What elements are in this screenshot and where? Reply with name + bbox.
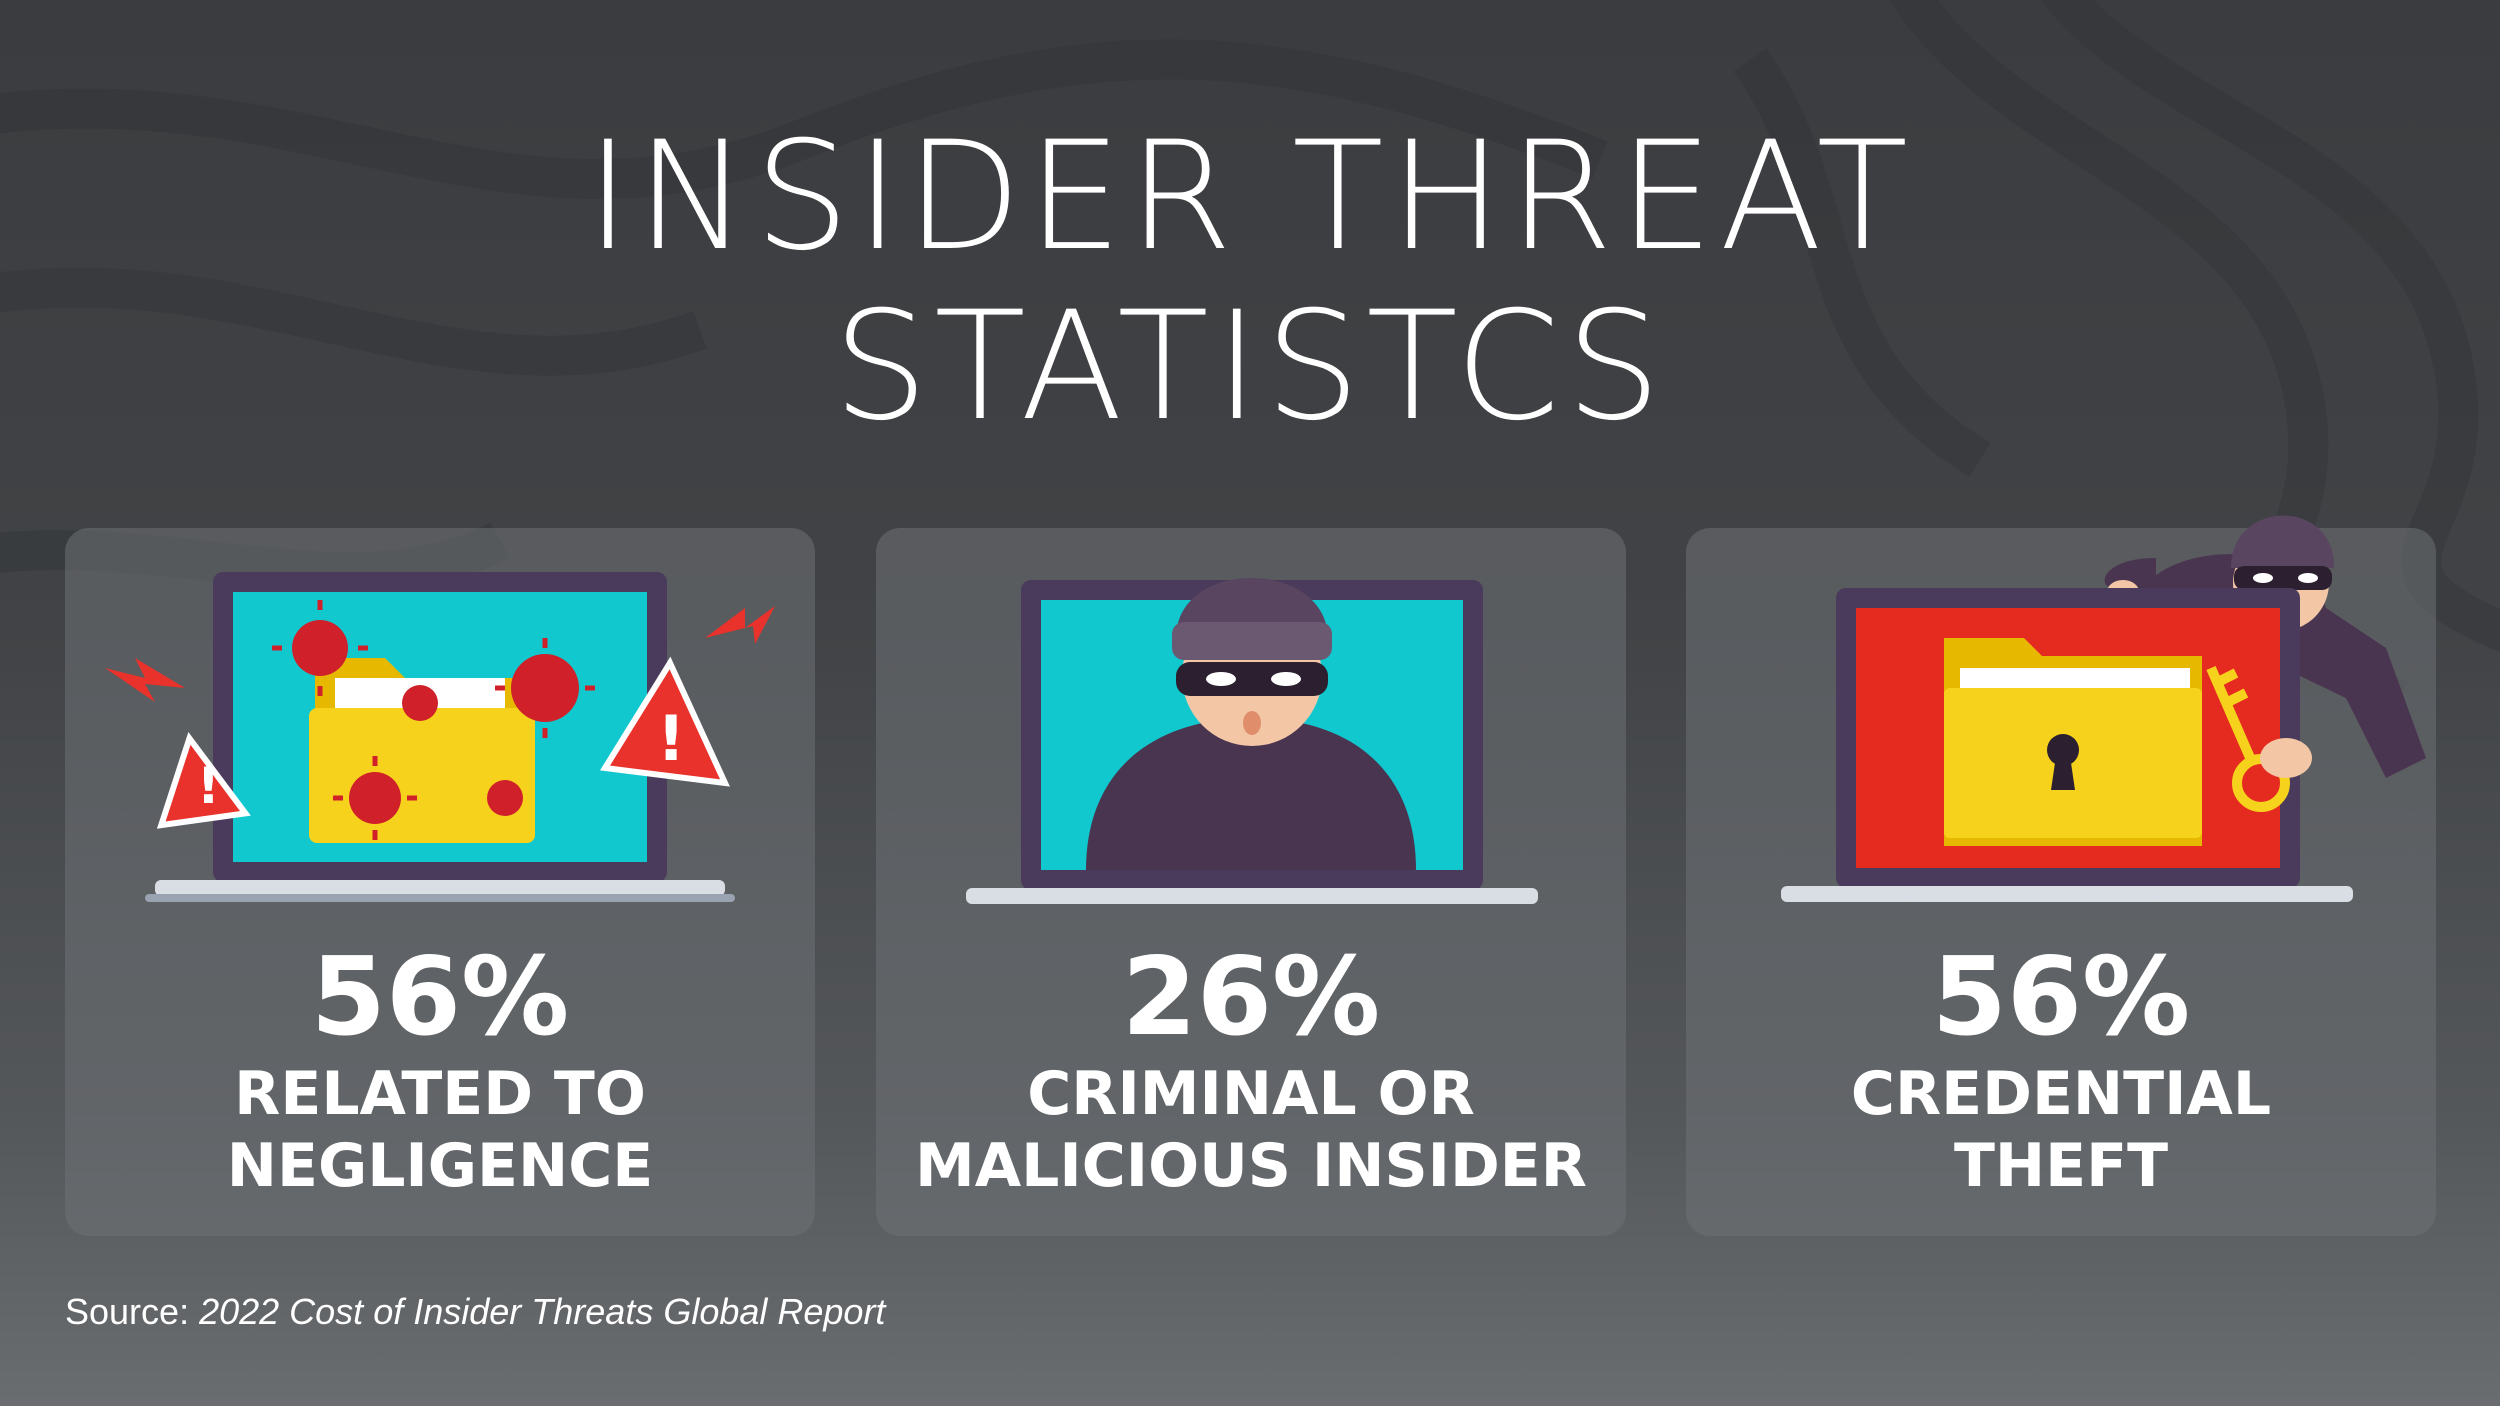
laptop-masked-thief-icon [966,578,1538,904]
page-title-line-2: STATISTCS [832,280,1668,454]
laptop-folder-virus-warning-icon: ! ! [105,572,775,902]
svg-text:!: ! [657,702,685,775]
stat-value: 56% [1931,935,2191,1060]
stat-value: 56% [310,935,570,1060]
stat-label: CREDENTIAL THEFT [1850,1059,2272,1201]
stat-value: 26% [1121,935,1381,1060]
stat-card-negligence: ! ! 56% RELATED TO NEGLIGENCE [65,528,815,1236]
laptop-locked-folder-thief-key-icon [1781,515,2426,902]
page-title-line-1: INSIDER THREAT [585,110,1915,284]
svg-text:!: ! [197,757,220,815]
source-citation: Source: 2022 Cost of Insider Threats Glo… [65,1290,885,1334]
stat-card-malicious-insider: 26% CRIMINAL OR MALICIOUS INSIDER [876,528,1626,1236]
source-prefix: Source: [65,1291,200,1332]
stat-card-credential-theft: 56% CREDENTIAL THEFT [1686,515,2436,1236]
stat-label: CRIMINAL OR MALICIOUS INSIDER [915,1059,1587,1201]
stat-label: RELATED TO NEGLIGENCE [226,1059,654,1201]
source-report-title: 2022 Cost of Insider Threats Global Repo… [199,1291,886,1332]
